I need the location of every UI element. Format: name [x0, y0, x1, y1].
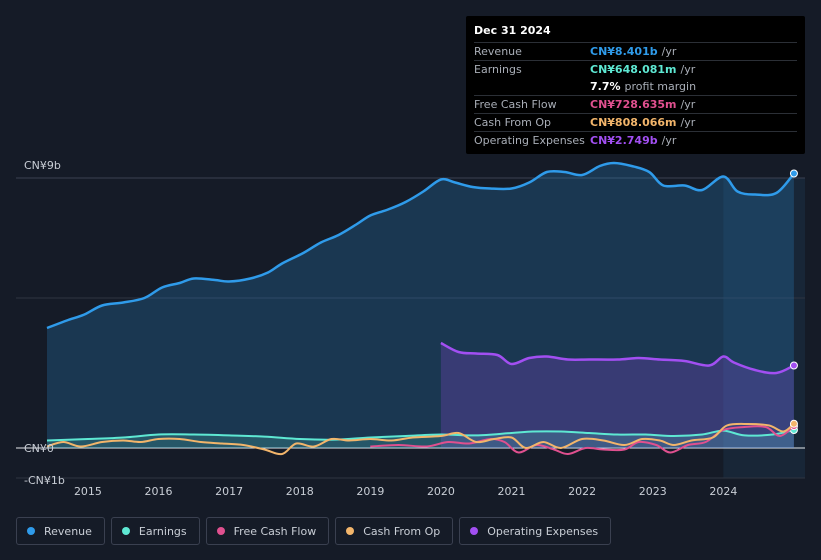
x-tick-label: 2018: [286, 485, 314, 498]
cash-from-op-end-marker: [789, 419, 798, 428]
tooltip-row-label: [474, 78, 590, 95]
x-tick-label: 2017: [215, 485, 243, 498]
legend-item-revenue[interactable]: Revenue: [16, 517, 105, 545]
legend-item-operating-expenses[interactable]: Operating Expenses: [459, 517, 612, 545]
tooltip-row-unit: /yr: [680, 116, 696, 129]
tooltip-row-value: CN¥2.749b: [590, 134, 658, 147]
tooltip-row: Revenue CN¥8.401b/yr: [474, 42, 797, 60]
cash-from-op-line: [46, 422, 795, 456]
x-tick-label: 2021: [498, 485, 526, 498]
free-cash-flow-line: [370, 425, 795, 456]
x-tick-label: 2015: [74, 485, 102, 498]
x-tick-label: 2019: [356, 485, 384, 498]
x-tick-label: 2020: [427, 485, 455, 498]
revenue-end-marker: [789, 169, 798, 178]
tooltip-row-unit: profit margin: [624, 80, 697, 93]
legend-label: Revenue: [44, 524, 92, 538]
tooltip-row: Earnings CN¥648.081m/yr: [474, 60, 797, 78]
x-tick-label: 2022: [568, 485, 596, 498]
operating-expenses-end-marker: [789, 361, 798, 370]
revenue-line: [46, 161, 795, 330]
legend-label: Cash From Op: [363, 524, 441, 538]
legend-dot-icon: [216, 527, 225, 535]
tooltip-row-unit: /yr: [680, 98, 696, 111]
legend-dot-icon: [346, 527, 355, 535]
operating-expenses-area: [440, 343, 794, 448]
tooltip-row-label: Earnings: [474, 63, 522, 76]
legend-item-free-cash-flow[interactable]: Free Cash Flow: [205, 517, 330, 545]
tooltip-row: Cash From Op CN¥808.066m/yr: [474, 113, 797, 131]
revenue-area: [47, 163, 794, 448]
y-tick-label: -CN¥1b: [24, 474, 65, 487]
tooltip-date: Dec 31 2024: [474, 24, 551, 37]
legend-dot-icon: [121, 527, 130, 535]
tooltip-panel: Dec 31 2024 Revenue CN¥8.401b/yr Earnings C…: [466, 16, 805, 154]
tooltip-row-label: Operating Expenses: [474, 134, 585, 147]
y-tick-label: CN¥0: [24, 442, 54, 455]
x-tick-label: 2023: [639, 485, 667, 498]
tooltip-row-value: CN¥728.635m: [590, 98, 677, 111]
legend-dot-icon: [27, 527, 35, 535]
legend-label: Free Cash Flow: [233, 524, 317, 538]
tooltip-row-unit: /yr: [661, 45, 677, 58]
tooltip-row-label: Cash From Op: [474, 116, 552, 129]
legend-dot-icon: [470, 527, 479, 535]
x-tick-labels: 2015 2016 2017 2018 2019 2020 2021 2022 2023 2024: [74, 485, 737, 498]
legend: Revenue Earnings Free Cash Flow Cash From O…: [16, 517, 612, 545]
y-tick-label: CN¥9b: [24, 159, 61, 172]
x-tick-label: 2024: [709, 485, 737, 498]
tooltip-row-label: Free Cash Flow: [474, 98, 557, 111]
x-tick-label: 2016: [145, 485, 173, 498]
tooltip-row-unit: /yr: [661, 134, 677, 147]
tooltip-row-value: 7.7%: [590, 80, 621, 93]
legend-label: Operating Expenses: [487, 524, 599, 538]
y-tick-labels: CN¥9b CN¥0 -CN¥1b: [24, 159, 65, 487]
tooltip-row-unit: /yr: [680, 63, 696, 76]
tooltip-row-value: CN¥808.066m: [590, 116, 677, 129]
tooltip-row-value: CN¥8.401b: [590, 45, 658, 58]
legend-item-cash-from-op[interactable]: Cash From Op: [335, 517, 454, 545]
tooltip-rows: Revenue CN¥8.401b/yr Earnings CN¥648.081m/y…: [474, 42, 797, 149]
tooltip-row-value: CN¥648.081m: [590, 63, 677, 76]
operating-expenses-line: [440, 341, 795, 375]
legend-label: Earnings: [138, 524, 187, 538]
tooltip-row: Free Cash Flow CN¥728.635m/yr: [474, 95, 797, 113]
earnings-line: [46, 429, 795, 442]
legend-item-earnings[interactable]: Earnings: [110, 517, 200, 545]
tooltip-row-label: Revenue: [474, 45, 522, 58]
tooltip-row: 7.7% profit margin: [474, 78, 797, 95]
tooltip-row: Operating Expenses CN¥2.749b/yr: [474, 131, 797, 149]
chart-area: CN¥9b CN¥0 -CN¥1b 2015 2016 2017 2018 2019 2020…: [16, 159, 805, 498]
series-layer: [46, 161, 798, 456]
